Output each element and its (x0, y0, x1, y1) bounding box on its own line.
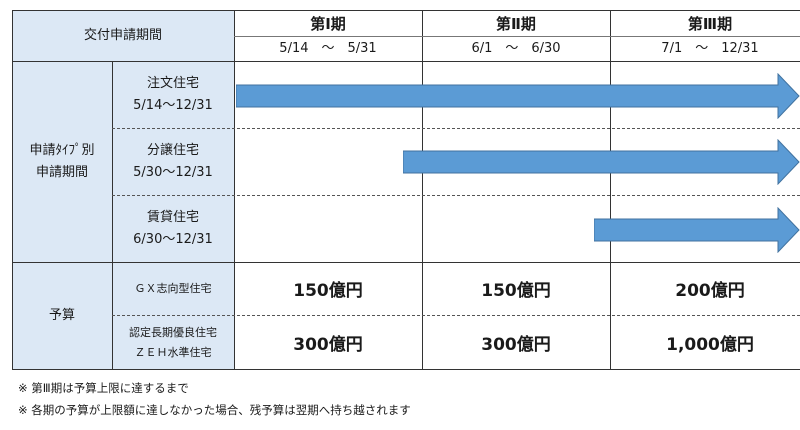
period-2-name: 第Ⅱ期 (496, 14, 536, 33)
divider-sub-label (112, 61, 113, 370)
budget-long-term-period-1: 300億円 (293, 335, 363, 355)
period-1-name: 第Ⅰ期 (310, 14, 346, 33)
divider-col-label (234, 10, 235, 370)
divider-col-2 (610, 10, 611, 370)
dash-type-row-2 (112, 195, 800, 196)
type-row-rental-home: 賃貸住宅 6/30～12/31 (112, 195, 234, 262)
divider-col-1 (422, 10, 423, 370)
divider-period-name-dates (234, 36, 800, 37)
footnote-2: ※ 各期の予算が上限額に達しなかった場合、残予算は翌期へ持ち越されます (18, 403, 411, 417)
border-top (12, 10, 800, 11)
budget-long-term-period-2: 300億円 (481, 335, 551, 355)
header-label: 交付申請期間 (83, 27, 162, 43)
period-3-name: 第Ⅲ期 (687, 14, 733, 33)
dash-type-row-1 (112, 128, 800, 129)
border-left (12, 10, 13, 370)
type-row-ready-built-home: 分譲住宅 5/30～12/31 (112, 128, 234, 195)
arrow-ready-built-home-icon (403, 139, 800, 185)
border-bottom (12, 369, 800, 370)
budget-section-label: 予算 (12, 262, 112, 370)
budget-gx-period-3: 200億円 (675, 281, 745, 301)
footnotes: ※ 第Ⅲ期は予算上限に達するまで ※ 各期の予算が上限額に達しなかった場合、残予… (18, 377, 411, 421)
period-2-dates: 6/1 ～ 6/30 (471, 40, 561, 56)
arrow-custom-home-icon (236, 73, 800, 119)
arrow-rental-home-icon (594, 207, 800, 253)
budget-gx-period-1: 150億円 (293, 281, 363, 301)
type-section-label: 申請ﾀｲﾌﾟ別 申請期間 (12, 61, 112, 262)
application-schedule-table: 交付申請期間 第Ⅰ期 5/14 ～ 5/31 第Ⅱ期 6/1 ～ 6/30 第Ⅲ… (12, 10, 800, 370)
header-label-cell: 交付申請期間 (12, 10, 234, 61)
footnote-1: ※ 第Ⅲ期は予算上限に達するまで (18, 381, 189, 395)
type-row-custom-home: 注文住宅 5/14～12/31 (112, 61, 234, 128)
budget-long-term-period-3: 1,000億円 (666, 335, 754, 355)
budget-gx-period-2: 150億円 (481, 281, 551, 301)
divider-header-bottom (12, 61, 800, 62)
budget-row-long-term-label: 認定長期優良住宅 ＺＥＨ水準住宅 (112, 315, 234, 370)
dash-budget-row (112, 315, 800, 316)
budget-row-gx-label: ＧＸ志向型住宅 (112, 262, 234, 315)
period-3-dates: 7/1 ～ 12/31 (661, 40, 759, 56)
period-1-dates: 5/14 ～ 5/31 (279, 40, 377, 56)
divider-section (12, 262, 800, 263)
